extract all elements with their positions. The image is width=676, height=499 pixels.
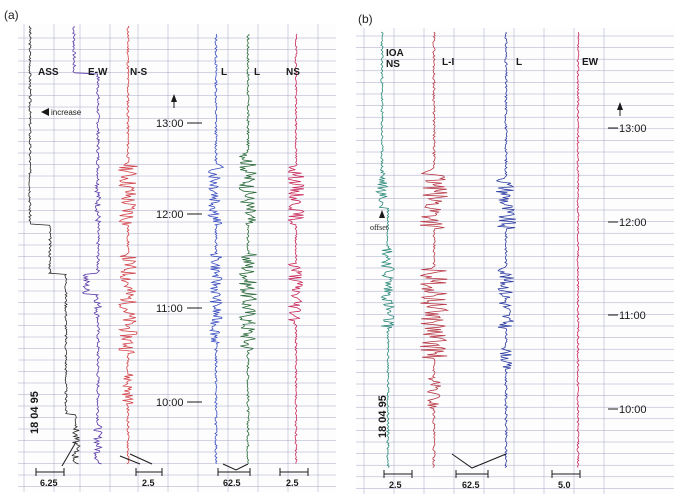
scale-bar-b2: [455, 470, 489, 478]
panel-b-label: (b): [358, 12, 373, 26]
scale-b-25: 2.5: [389, 480, 402, 490]
label-ns: N-S: [130, 67, 148, 78]
time-1300: 13:00: [156, 118, 184, 130]
trace-li: [419, 31, 450, 468]
trace-ass: [28, 25, 81, 465]
trace-l1: [207, 33, 225, 464]
offset-label: offset: [370, 223, 389, 232]
label-ew: E-W: [88, 67, 108, 78]
pointer-lines-a: [61, 441, 249, 471]
label-ew-b: EW: [582, 57, 599, 68]
label-ass: ASS: [38, 67, 59, 78]
panel-a-chart: ASS E-W N-S L L NS increase 13:00 12:00 …: [18, 24, 336, 492]
label-l-b: L: [516, 57, 522, 68]
time-1100: 11:00: [156, 303, 183, 315]
trace-ew-b: [576, 31, 580, 468]
label-l-2: L: [254, 67, 260, 78]
label-ns-2: NS: [286, 67, 300, 78]
time-1200: 12:00: [156, 209, 184, 221]
trace-ns2: [287, 33, 305, 464]
pointer-lines-b: [451, 453, 507, 469]
scale-bar-b3: [551, 470, 581, 478]
label-l-1: L: [221, 67, 227, 78]
trace-l2: [238, 33, 257, 464]
panel-a-label: (a): [4, 8, 19, 22]
scale-625: 6.25: [40, 478, 58, 488]
scale-bar-1: [35, 468, 65, 476]
scale-bar-b1: [383, 470, 413, 478]
date-label-b: 18 04 95: [377, 395, 389, 438]
scale-b-625: 62.5: [462, 480, 480, 490]
time-up-arrow: [171, 94, 177, 102]
scale-bar-4: [279, 468, 309, 476]
trace-ew: [72, 25, 103, 465]
offset-arrow: [379, 210, 385, 218]
time-b-1000: 10:00: [619, 404, 647, 416]
scale-625b: 62.5: [223, 478, 241, 488]
time-b-1300: 13:00: [619, 123, 647, 135]
increase-arrow: [41, 108, 49, 116]
label-ioa: IOA: [386, 48, 404, 59]
scale-bar-2: [135, 468, 163, 476]
time-up-arrow-b: [617, 102, 623, 110]
time-b-1100: 11:00: [619, 310, 646, 322]
label-ns-b: NS: [386, 59, 400, 70]
panel-b-chart: IOA NS L-I L EW offset 13:00 12:00 11:00…: [356, 28, 674, 494]
scale-bar-3: [217, 468, 251, 476]
panel-b-recording: IOA NS L-I L EW offset 13:00 12:00 11:00…: [356, 28, 674, 494]
panel-a-recording: ASS E-W N-S L L NS increase 13:00 12:00 …: [18, 24, 336, 492]
trace-ns: [118, 25, 138, 465]
label-l-i: L-I: [442, 57, 454, 68]
time-b-1200: 12:00: [619, 217, 647, 229]
trace-l-b: [495, 31, 517, 468]
scale-25: 2.5: [142, 478, 155, 488]
increase-label: increase: [51, 108, 82, 117]
scale-25b: 2.5: [286, 478, 299, 488]
date-label: 18 04 95: [29, 391, 41, 434]
trace-ioa: [375, 31, 396, 468]
scale-b-50: 5.0: [558, 480, 571, 490]
time-1000: 10:00: [156, 397, 184, 409]
